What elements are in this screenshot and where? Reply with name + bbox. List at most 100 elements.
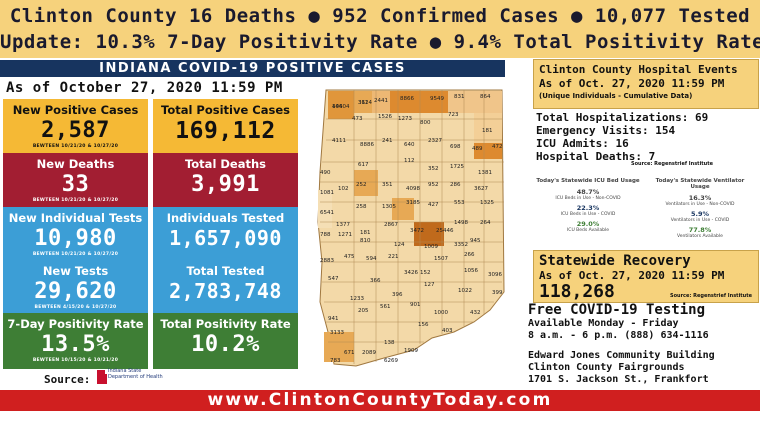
county-case-count: 553 [454, 200, 465, 206]
county-porter [354, 91, 372, 113]
icu-desc-noncovid: ICU Beds in Use - Non-COVID [555, 196, 621, 201]
county-case-count: 1377 [336, 222, 350, 228]
county-case-count: 4098 [406, 186, 420, 192]
county-case-count: 1725 [450, 164, 464, 170]
county-case-count: 205 [358, 308, 369, 314]
hospital-note: (Unique Individuals - Cumulative Data) [539, 92, 693, 100]
recovery-as-of: As of Oct. 27, 2020 11:59 PM [539, 269, 725, 282]
county-case-count: 181 [482, 128, 493, 134]
county-case-count: 3185 [406, 200, 420, 206]
vent-desc-available: Ventilators Available [677, 234, 723, 239]
box-value: 2,587 [41, 118, 110, 143]
box-date-range: BEWTEEN 10/21/20 & 10/27/20 [32, 252, 119, 257]
recovery-source: Source: Regenstrief Institute [670, 293, 753, 299]
website-footer-link[interactable]: www.ClintonCountyToday.com [0, 390, 760, 411]
county-case-count: 1273 [398, 116, 412, 122]
county-case-count: 1081 [320, 190, 334, 196]
isdh-logo-icon [97, 370, 107, 384]
county-lagrange [448, 91, 474, 113]
ventilator-usage-panel: Today's Statewide Ventilator Usage 16.3%… [646, 178, 754, 245]
header-line-2: Update: 10.3% 7-Day Positivity Rate ● 9.… [0, 31, 760, 53]
box-value: 13.5% [41, 332, 110, 357]
vent-desc-noncovid: Ventilators in Use - Non-COVID [665, 202, 735, 207]
county-case-count: 489 [472, 146, 483, 152]
county-case-count: 800 [420, 120, 431, 126]
statewide-recovery-panel: Statewide Recovery As of Oct. 27, 2020 1… [533, 250, 759, 303]
county-case-count: 473 [352, 116, 363, 122]
recovery-value: 118,268 [539, 281, 615, 302]
county-case-count: 3472 [410, 228, 424, 234]
county-case-count: 1056 [464, 268, 478, 274]
total-positivity-box: Total Positivity Rate 10.2% [153, 313, 298, 369]
testing-location-address: 1701 S. Jackson St., Frankfort [528, 374, 709, 385]
county-case-count: 8866 [400, 96, 414, 102]
county-stjoseph [390, 91, 420, 113]
county-dekalb [474, 113, 502, 143]
box-date-range: BEWTEEN 10/21/20 & 10/27/20 [32, 198, 119, 203]
county-case-count: 1000 [434, 310, 448, 316]
icu-pct-covid: 22.3% [576, 204, 600, 212]
hospital-stats: Total Hospitalizations: 69 Emergency Vis… [536, 111, 758, 163]
county-case-count: 617 [358, 162, 369, 168]
county-case-count: 6541 [320, 210, 334, 216]
county-case-count: 1526 [378, 114, 392, 120]
county-case-count: 9549 [430, 96, 444, 102]
stat-hospitalizations: Total Hospitalizations: 69 [536, 111, 709, 124]
box-label: 7-Day Positivity Rate [7, 317, 144, 331]
county-case-count: 112 [404, 158, 415, 164]
county-case-count: 264 [480, 220, 491, 226]
county-case-count: 788 [320, 232, 331, 238]
county-case-count: 2867 [384, 222, 398, 228]
county-case-count: 241 [382, 138, 393, 144]
county-case-count: 945 [470, 238, 481, 244]
county-case-count: 1271 [338, 232, 352, 238]
icu-bed-usage-panel: Today's Statewide ICU Bed Usage 48.7% IC… [534, 178, 642, 245]
county-case-count: 404 [332, 104, 343, 110]
stat-icu-admits: ICU Admits: 16 [536, 137, 629, 150]
county-warren [318, 190, 332, 228]
county-case-count: 258 [356, 204, 367, 210]
box-label: New Individual Tests [8, 211, 143, 225]
indiana-map-shape [317, 89, 505, 367]
county-case-count: 266 [464, 252, 475, 258]
icu-desc-covid: ICU Beds in Use - COVID [560, 212, 616, 217]
hospital-as-of: As of Oct. 27, 2020 11:59 PM [539, 77, 725, 90]
box-date-range: BEWTEEN 10/21/20 & 10/27/20 [32, 144, 119, 149]
county-case-count: 1022 [458, 288, 472, 294]
county-case-count: 3096 [488, 272, 502, 278]
county-case-count: 432 [470, 310, 481, 316]
box-date-range: BEWTEEN 10/15/20 & 10/21/20 [32, 358, 119, 363]
box-label: Total Positivity Rate [160, 317, 291, 331]
isdh-logo-text: Indiana State Department of Health [108, 368, 163, 380]
county-case-count: 14604 [332, 104, 350, 110]
county-case-count: 941 [328, 316, 339, 322]
box-label: New Positive Cases [12, 103, 139, 117]
recovery-title: Statewide Recovery [539, 253, 691, 269]
box-label: New Tests [42, 264, 109, 278]
indiana-county-map: 14604 3614 2441 8866 9549 831 864 473 1526 1273 80… [314, 82, 508, 372]
county-case-count: 152 [420, 270, 431, 276]
vent-panel-title: Today's Statewide Ventilator Usage [655, 178, 745, 190]
county-case-count: 366 [370, 278, 381, 284]
county-case-count: 490 [320, 170, 331, 176]
icu-panel-title: Today's Statewide ICU Bed Usage [536, 178, 640, 184]
county-case-count: 594 [366, 256, 377, 262]
county-case-count: 561 [380, 304, 391, 310]
header-line-1: Clinton County 16 Deaths ● 952 Confirmed… [9, 5, 751, 27]
testing-title: Free COVID-19 Testing [528, 302, 706, 318]
hospital-source: Source: Regenstrief Institute [631, 161, 714, 167]
hospital-events-panel: Clinton County Hospital Events As of Oct… [533, 59, 759, 109]
testing-hours-phone: 8 a.m. - 6 p.m. (888) 634-1116 [528, 330, 709, 341]
county-case-count: 1909 [404, 348, 418, 354]
header-banner: Clinton County 16 Deaths ● 952 Confirmed… [0, 0, 760, 58]
box-label: Total Deaths [184, 157, 267, 171]
box-label: Total Tested [186, 264, 265, 278]
county-case-count: 221 [388, 254, 399, 260]
county-case-count: 640 [404, 142, 415, 148]
stat-emergency-visits: Emergency Visits: 154 [536, 124, 676, 137]
box-value: 10,980 [34, 226, 117, 251]
county-case-count: 351 [382, 182, 393, 188]
county-case-count: 2441 [374, 98, 388, 104]
box-date-range: BEWTEEN 4/15/20 & 10/27/20 [34, 305, 117, 310]
total-tested-box: Total Tested 2,783,748 [153, 260, 298, 316]
